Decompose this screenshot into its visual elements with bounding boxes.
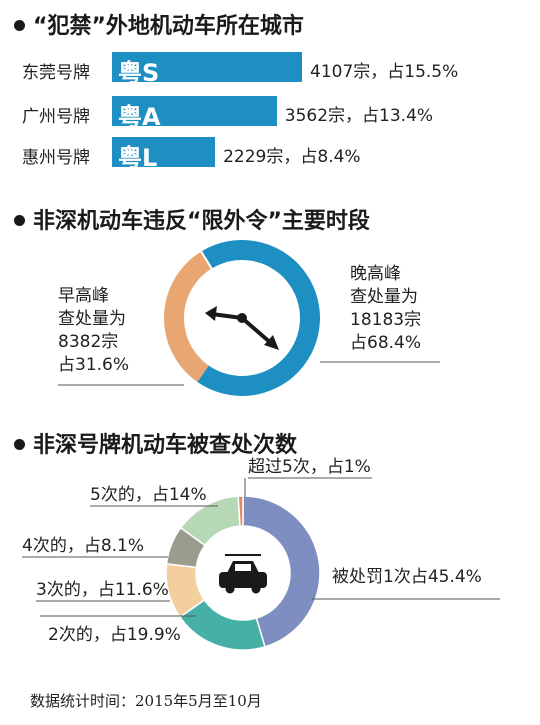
car-icon: [219, 572, 267, 588]
section3-title-text: 非深号牌机动车被查处次数: [33, 433, 298, 458]
bar-value-label: 2229宗，占8.4%: [223, 147, 361, 167]
evening-label-line: 查处量为: [350, 287, 418, 307]
morning-label-line: 查处量为: [58, 309, 126, 329]
car-wheel: [251, 584, 261, 594]
section1-title-text: “犯禁”外地机动车所在城市: [33, 14, 304, 39]
evening-label-line: 18183宗: [350, 310, 421, 330]
clock-center: [237, 313, 247, 323]
donut2-label: 超过5次，占1%: [248, 457, 371, 477]
donut2-label: 5次的，占14%: [90, 485, 207, 505]
evening-label-line: 晚高峰: [350, 264, 401, 284]
plate-label: 粤A: [118, 103, 161, 131]
plate-label: 粤L: [118, 144, 158, 172]
bar-category-label: 东莞号牌: [22, 63, 90, 83]
slice-divider: [200, 250, 213, 270]
car-wheel: [225, 584, 235, 594]
bar-value-label: 3562宗，占13.4%: [284, 106, 434, 126]
bullet-icon: [14, 438, 25, 450]
car-window: [235, 564, 251, 571]
donut2-label: 3次的，占11.6%: [36, 580, 169, 600]
clock-minute-hand: [240, 316, 274, 346]
donut-slice: [242, 495, 321, 648]
donut-slice-morning: [164, 251, 212, 382]
clock-hour-arrow-icon: [205, 306, 217, 321]
bar-value-label: 4107宗，占15.5%: [310, 62, 459, 82]
plate-label: 粤S: [118, 59, 160, 87]
clock-hour-hand: [210, 312, 244, 320]
bar: 粤L: [112, 137, 216, 172]
donut-slice: [237, 495, 244, 527]
donut2-label: 2次的，占19.9%: [48, 625, 181, 645]
clock-minute-arrow-icon: [264, 335, 279, 350]
section1-title: “犯禁”外地机动车所在城市: [14, 8, 304, 40]
donut-slice-evening: [197, 240, 320, 396]
morning-label-line: 占31.6%: [58, 355, 129, 375]
bar: 粤S: [112, 52, 302, 87]
donut2-label: 4次的，占8.1%: [22, 536, 144, 556]
section3-title: 非深号牌机动车被查处次数: [14, 427, 297, 459]
evening-label-line: 占68.4%: [350, 333, 421, 353]
section2-title-text: 非深机动车违反“限外令”主要时段: [33, 209, 370, 234]
bullet-icon: [14, 19, 25, 31]
section2-title: 非深机动车违反“限外令”主要时段: [14, 203, 370, 235]
bar-category-label: 惠州号牌: [22, 148, 90, 168]
bullet-icon: [14, 214, 25, 226]
morning-label-line: 早高峰: [58, 286, 109, 306]
morning-label-line: 8382宗: [58, 332, 118, 352]
donut2-label: 被处罚1次占45.4%: [332, 567, 482, 587]
bar: 粤A: [112, 96, 277, 131]
bar-category-label: 广州号牌: [22, 107, 90, 127]
footer-note: 数据统计时间：2015年5月至10月: [30, 692, 262, 710]
